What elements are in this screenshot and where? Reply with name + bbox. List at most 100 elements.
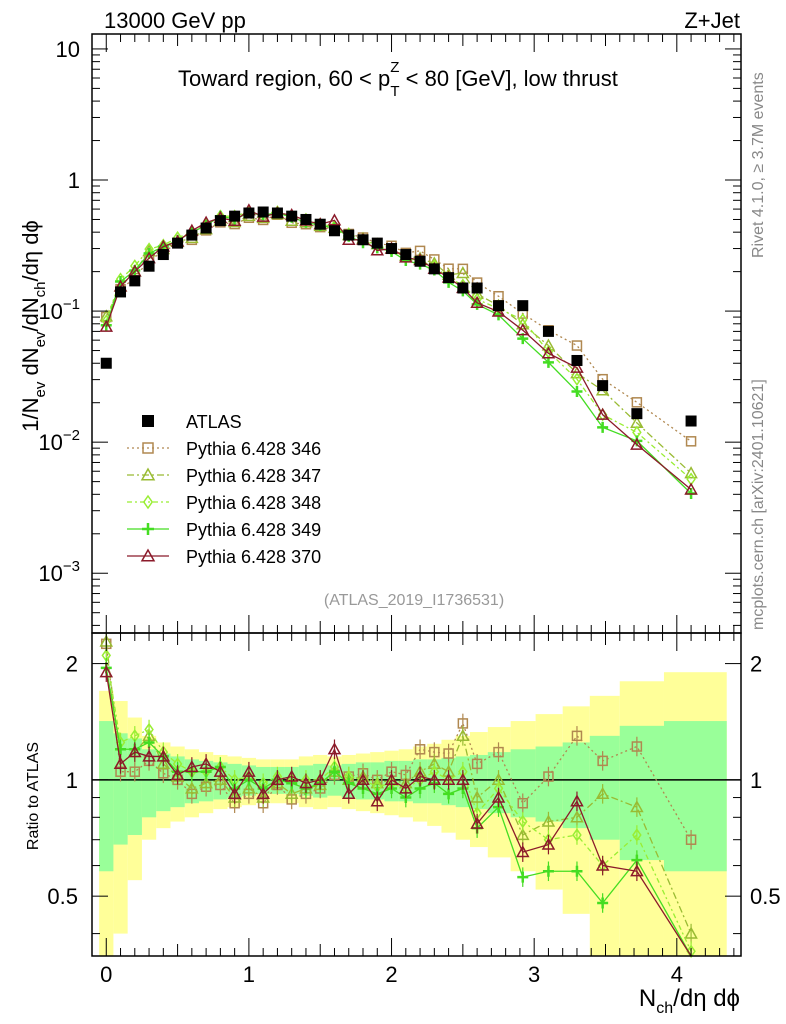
pythia-349-ratio-point [328, 766, 340, 778]
x-tick-label: 1 [243, 962, 255, 987]
pythia-346-line [105, 214, 692, 442]
pythia-346-ratio-point [571, 730, 583, 742]
pythia-346-ratio-point [129, 766, 141, 777]
pythia-370-ratio-point [199, 756, 213, 770]
pythia-347-ratio-point [284, 786, 299, 800]
pythia-370-ratio-point [99, 665, 114, 678]
main-ytick-label: 10 [56, 37, 80, 62]
pythia-370-ratio-point [270, 772, 285, 786]
pythia-370-ratio-point [356, 772, 370, 786]
atlas-data-point [300, 213, 312, 225]
pythia-370-ratio-point [185, 759, 199, 773]
pythia-347-ratio-point [213, 772, 228, 786]
ratio-band-inner [535, 746, 563, 822]
legend-marker [142, 442, 154, 454]
pythia-346-ratio-point [543, 771, 554, 782]
pythia-370-ratio-point [470, 816, 484, 829]
pythia-347-ratio-line [105, 641, 692, 934]
pythia-370-point [570, 360, 584, 373]
main-plot-content [99, 203, 698, 499]
pythia-370-point [370, 243, 385, 256]
ratio-ytick-label: 0.5 [47, 884, 78, 909]
legend-marker [142, 415, 154, 427]
pythia-349-ratio-point [115, 743, 127, 755]
atlas-data-point [571, 354, 583, 366]
ratio-band-inner [99, 721, 114, 872]
legend-label: Pythia 6.428 348 [186, 493, 321, 513]
pythia-347-ratio-point [156, 756, 171, 770]
atlas-data-point [115, 286, 127, 298]
pythia-346-ratio-point [517, 797, 529, 809]
pythia-370-ratio-point [327, 742, 342, 755]
atlas-data-point [257, 206, 269, 218]
main-ytick-label: 1 [68, 168, 80, 193]
pythia-370-line [105, 209, 692, 491]
pythia-370-ratio-point [384, 772, 399, 786]
legend-label: Pythia 6.428 349 [186, 520, 321, 540]
pythia-370-ratio-point [284, 769, 299, 782]
pythia-370-ratio-point [399, 781, 413, 794]
pythia-370-point [327, 213, 342, 226]
pythia-347-ratio-point [470, 790, 484, 803]
main-ytick-label: 10−1 [38, 296, 80, 324]
legend-label: Pythia 6.428 346 [186, 439, 321, 459]
pythia-347-ratio-point [185, 781, 199, 794]
main-ylabel: 1/Nev dNev/dNch/dη dϕ [18, 220, 49, 432]
pythia-370-point [99, 319, 114, 332]
pythia-348-ratio-point [632, 828, 642, 842]
atlas-data-point [100, 357, 112, 369]
pythia-370-ratio-point [170, 767, 185, 781]
atlas-data-point [517, 300, 529, 312]
atlas-data-point [371, 237, 383, 249]
x-tick-label: 2 [385, 962, 397, 987]
axes: 10 1 10−1 10−2 10−3 0.5 1 2 0.5 1 2 0 1 2 3 4 [38, 33, 781, 987]
ratio-ylabel: Ratio to ATLAS [25, 742, 42, 850]
pythia-347-point [684, 466, 698, 479]
pythia-346-ratio-point [493, 746, 504, 758]
ratio-band-inner [127, 738, 142, 835]
legend-marker [142, 523, 154, 535]
atlas-data-point [400, 249, 412, 261]
atlas-data-point [286, 210, 298, 222]
ratio-frame [91, 632, 742, 957]
pythia-346-point [685, 436, 697, 447]
pythia-349-point [542, 356, 554, 368]
atlas-data-point [597, 380, 609, 392]
pythia-370-ratio-point [491, 790, 506, 803]
pythia-349-ratio-point [542, 865, 554, 877]
pythia-346-ratio-point [631, 741, 643, 752]
pythia-346-ratio-line [105, 643, 692, 841]
pythia-370-ratio-point [213, 764, 228, 777]
pythia-347-ratio-point [515, 827, 530, 841]
pythia-349-point [597, 421, 609, 433]
pythia-347-line [105, 213, 692, 474]
pythia-346-point [571, 340, 583, 351]
legend-marker [140, 548, 156, 562]
pythia-370-point [684, 482, 698, 495]
mcplots-text: mcplots.cern.ch [arXiv:2401.10621] [750, 379, 767, 630]
pythia-349-point [571, 385, 583, 397]
pythia-370-ratio-point [113, 756, 128, 770]
legend-marker [140, 467, 156, 481]
atlas-data-point [457, 282, 469, 294]
pythia-346-ratio-point [597, 755, 608, 767]
pythia-347-ratio-point [595, 786, 610, 800]
pythia-370-ratio-point [370, 794, 385, 807]
pythia-347-ratio-point [242, 781, 256, 794]
main-title: Toward region, 60 < pZ T < 80 [GeV], low … [178, 59, 618, 100]
pythia-349-ratio-point [443, 788, 455, 800]
main-frame [91, 33, 742, 634]
pythia-346-ratio-point [471, 758, 483, 770]
main-ytick-label: 10−2 [38, 427, 80, 455]
pythia-346-ratio-point [414, 744, 426, 755]
process-label: Z+Jet [684, 8, 740, 33]
pythia-370-ratio-line [105, 672, 692, 957]
pythia-347-ratio-point [456, 728, 470, 742]
atlas-data-point [200, 222, 212, 234]
pythia-370-ratio-point [541, 837, 556, 850]
x-axis-label: Nch/dη dϕ [639, 985, 740, 1017]
pythia-348-ratio-point [572, 828, 582, 842]
pythia-347-ratio-point [541, 814, 556, 827]
atlas-data-point [443, 272, 455, 284]
